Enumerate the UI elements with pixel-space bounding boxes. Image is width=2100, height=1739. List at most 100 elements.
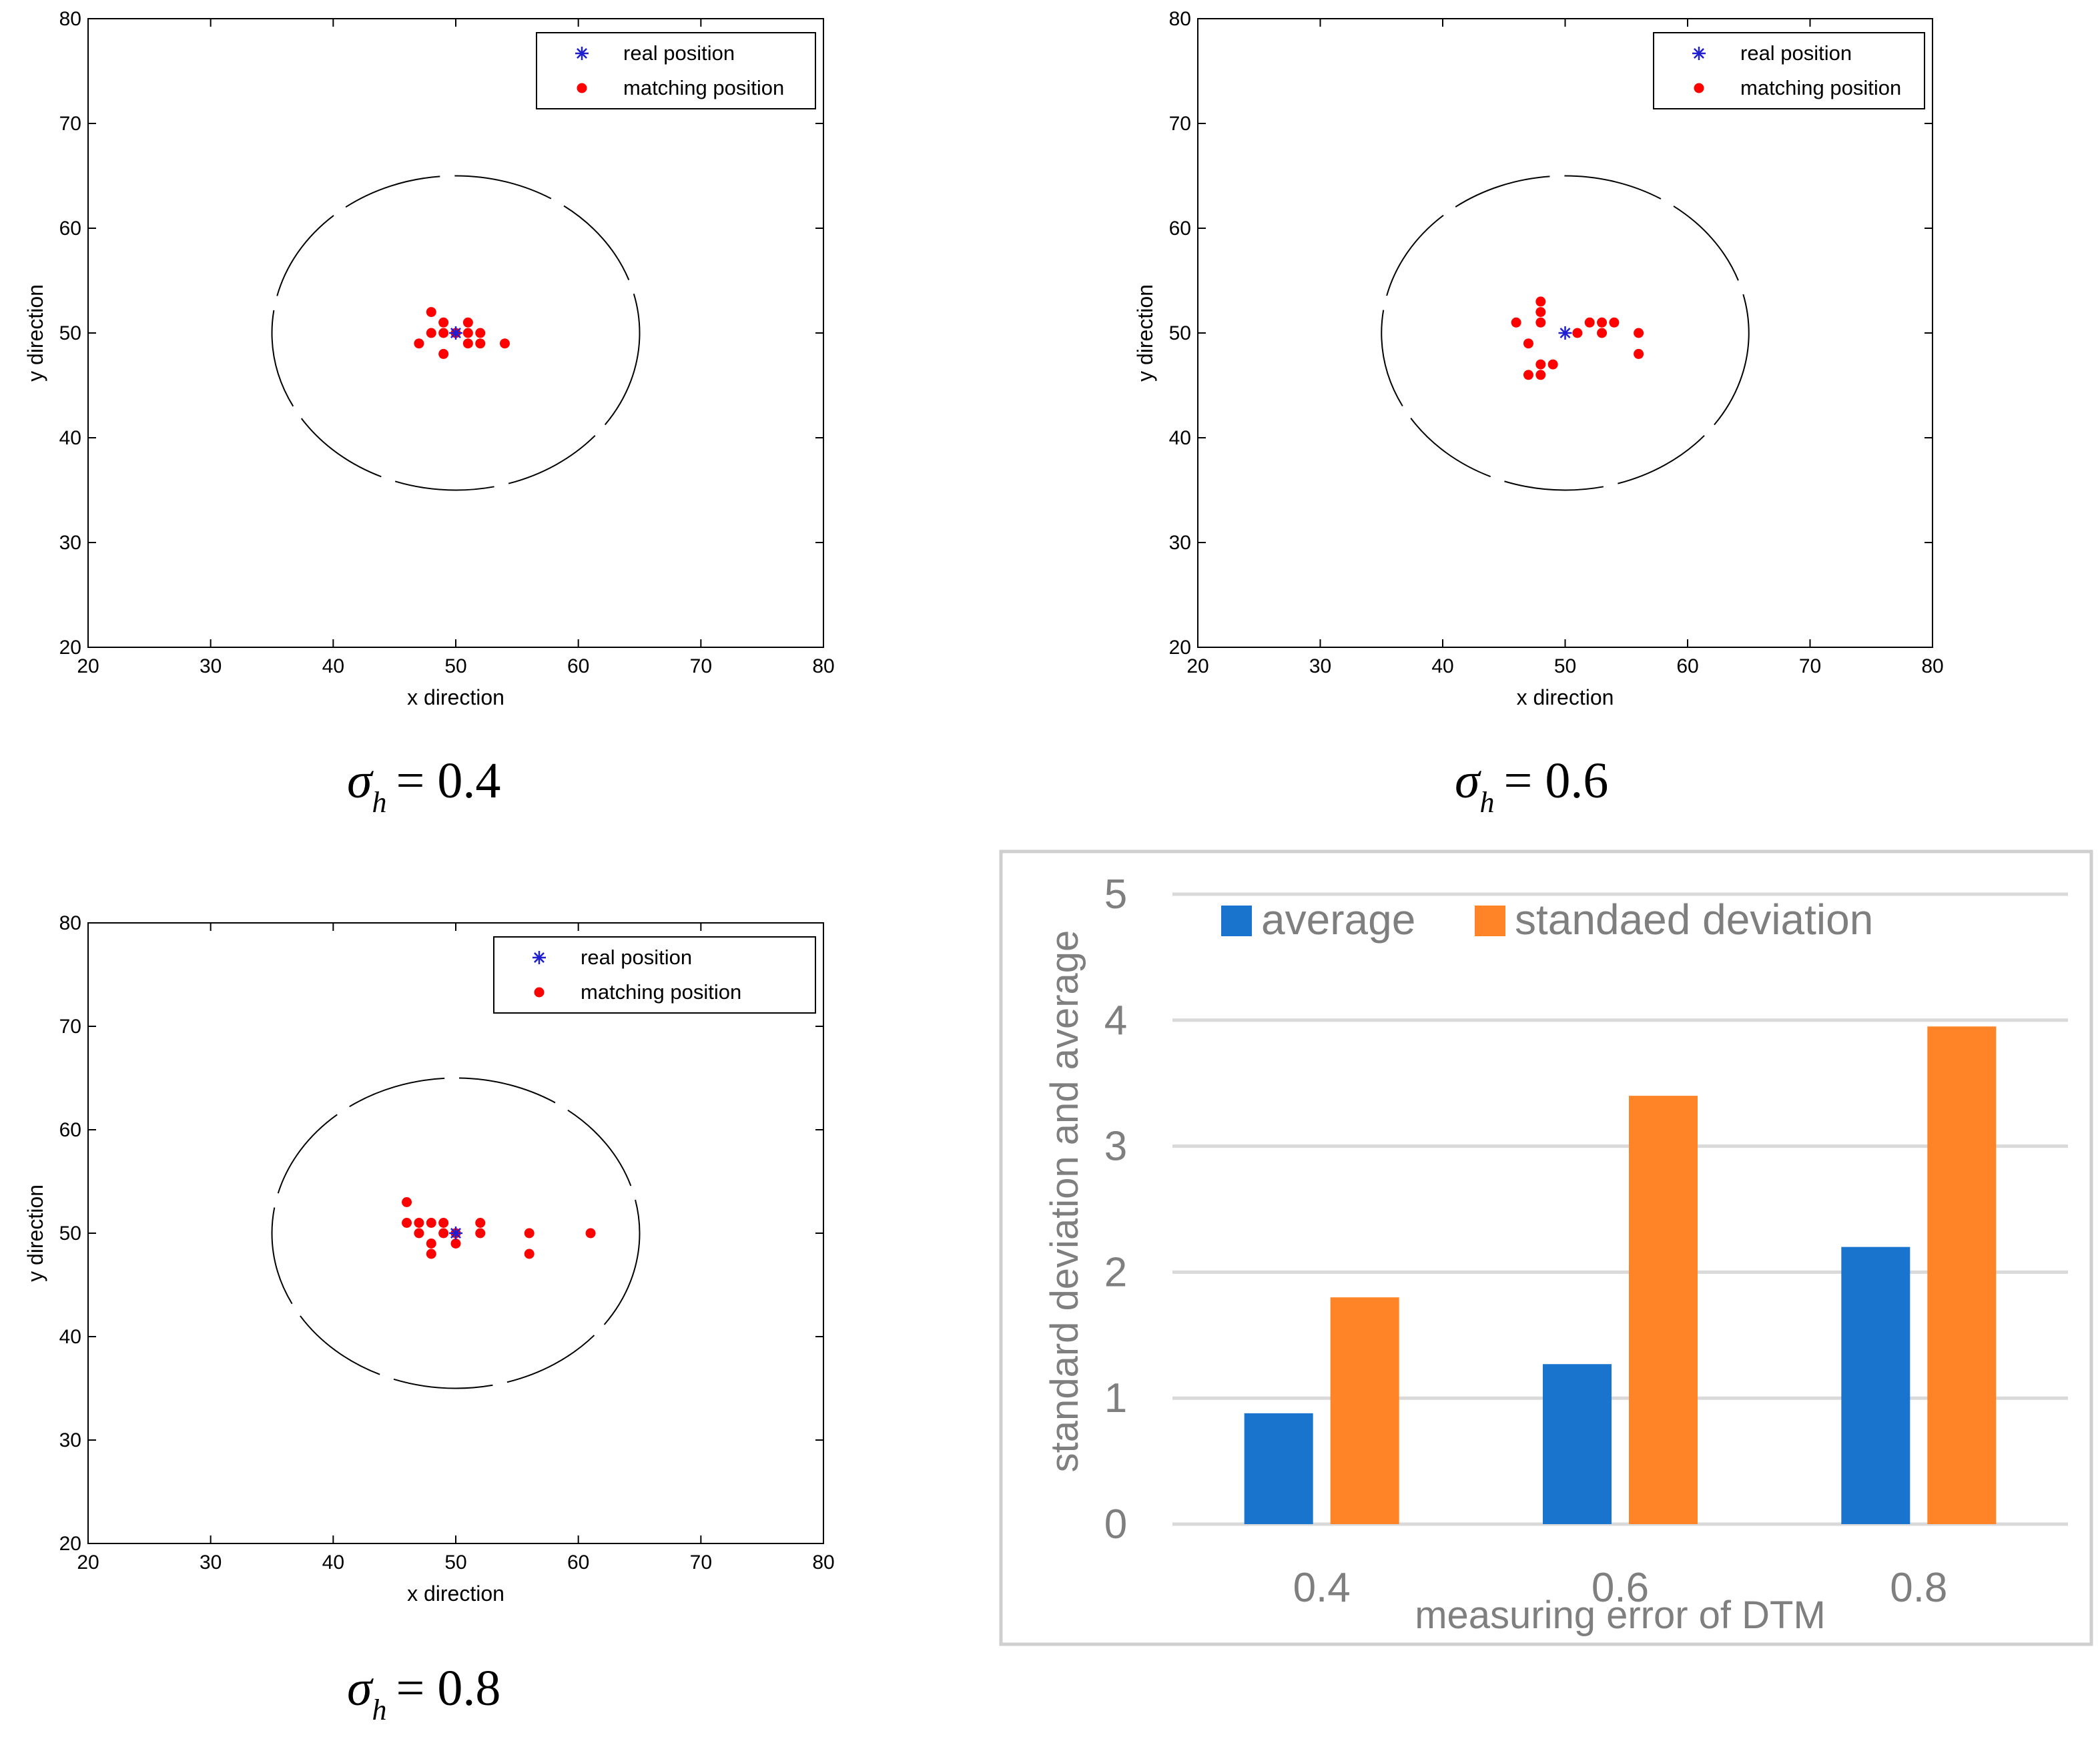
x-axis-label: x direction [407, 685, 504, 709]
y-tick-label: 0 [1104, 1501, 1127, 1547]
x-tick-label: 70 [1799, 655, 1821, 677]
y-tick-label: 60 [59, 1119, 81, 1141]
matching-point [462, 328, 473, 338]
x-tick-label: 50 [1554, 655, 1576, 677]
x-tick-label: 80 [812, 1551, 834, 1574]
x-tick-label: 70 [690, 1551, 712, 1574]
x-tick-label: 50 [444, 1551, 466, 1574]
matching-point [1572, 328, 1583, 338]
y-axis-label: y direction [1133, 284, 1157, 382]
real-position-marker [1558, 326, 1572, 340]
bar-average [1841, 1247, 1910, 1524]
scatter-panel-3: 20 30 40 50 60 70 80 20 30 40 50 60 70 80 x direction y… [23, 912, 835, 1726]
y-tick-label: 70 [1169, 113, 1191, 135]
x-tick-label: 30 [200, 655, 222, 677]
matching-point [426, 328, 436, 338]
matching-point [1597, 328, 1608, 338]
caption-value: = 0.6 [1503, 753, 1608, 809]
matching-point [462, 338, 473, 349]
matching-point [402, 1218, 412, 1228]
y-tick-label: 50 [1169, 322, 1191, 344]
matching-point [1535, 359, 1546, 370]
matching-point [462, 317, 473, 328]
scatter-panel-2: 20 30 40 50 60 70 80 20 30 40 50 60 70 80 x direction y… [1133, 8, 1944, 819]
real-position-marker-stroke [450, 328, 461, 338]
legend-matching-icon [577, 83, 587, 93]
x-tick-label: 70 [690, 655, 712, 677]
y-tick-label: 1 [1104, 1375, 1127, 1421]
y-tick-label: 3 [1104, 1124, 1127, 1170]
legend: real position matching position [493, 936, 816, 1014]
y-tick-label: 40 [1169, 427, 1191, 449]
matching-point [1535, 296, 1546, 307]
bar-average [1543, 1364, 1612, 1524]
y-tick-label: 30 [59, 1429, 81, 1451]
x-axis-label: x direction [1517, 685, 1614, 709]
bar-average [1244, 1413, 1313, 1524]
matching-point [1634, 328, 1644, 338]
x-tick-label: 40 [322, 1551, 344, 1574]
matching-point [475, 328, 486, 338]
matching-point [1535, 307, 1546, 318]
y-tick-label: 70 [59, 113, 81, 135]
matching-point [524, 1228, 535, 1239]
y-tick-label: 40 [59, 1326, 81, 1348]
real-position-marker-stroke [1559, 328, 1571, 338]
legend: average standaed deviation [1221, 896, 1873, 944]
legend-real-icon-stroke [1694, 48, 1704, 59]
legend: real position matching position [536, 32, 816, 109]
matching-point [1523, 370, 1533, 380]
x-axis-label: x direction [407, 1582, 504, 1606]
matching-point [524, 1249, 535, 1259]
x-tick-label: 0.6 [1592, 1565, 1649, 1611]
x-tick-label: 60 [567, 655, 589, 677]
legend-matching-label: matching position [581, 980, 741, 1004]
matching-point [1535, 370, 1546, 380]
legend-std-label: standaed deviation [1515, 896, 1873, 944]
boundary-circle [1381, 175, 1750, 491]
legend-matching-icon [1694, 83, 1704, 93]
matching-point [475, 338, 486, 349]
y-tick-label: 30 [1169, 532, 1191, 554]
x-tick-label: 20 [77, 655, 99, 677]
y-tick-label: 50 [59, 1223, 81, 1245]
y-tick-label: 40 [59, 427, 81, 449]
legend: real position matching position [1653, 32, 1925, 109]
x-tick-label: 40 [322, 655, 344, 677]
matching-point [1511, 317, 1521, 328]
x-tick-label: 50 [444, 655, 466, 677]
y-tick-label: 30 [59, 532, 81, 554]
bar-std-deviation [1629, 1096, 1698, 1524]
y-tick-label: 80 [1169, 8, 1191, 30]
matching-point [438, 328, 449, 338]
bar-chart-panel: 0 1 2 3 4 5 0.4 0.6 0.8 measuring error of DTM sta… [999, 849, 2093, 1646]
legend-average-label: average [1261, 896, 1415, 944]
boundary-circle [271, 175, 641, 491]
legend-real-label: real position [581, 946, 692, 969]
x-tick-label: 20 [77, 1551, 99, 1574]
caption-subscript: h [1479, 786, 1494, 819]
caption-sigma: σ [1455, 753, 1481, 809]
y-tick-label: 80 [59, 912, 81, 934]
x-tick-label: 30 [200, 1551, 222, 1574]
matching-point [475, 1218, 486, 1228]
legend-real-label: real position [1740, 41, 1852, 65]
legend-real-icon [533, 951, 546, 964]
matching-point [438, 1228, 449, 1239]
legend-matching-label: matching position [623, 76, 784, 99]
real-position-marker [449, 1227, 462, 1240]
matching-point [1535, 317, 1546, 328]
y-tick-label: 20 [59, 1533, 81, 1555]
y-tick-label: 60 [59, 218, 81, 240]
legend-matching-icon [534, 987, 545, 998]
y-tick-label: 4 [1104, 998, 1127, 1044]
matching-point [414, 1228, 424, 1239]
boundary-circle [271, 1077, 641, 1389]
y-axis-label: y direction [23, 284, 47, 382]
matching-point [1523, 338, 1533, 349]
matching-point [426, 1239, 436, 1249]
x-tick-label: 30 [1309, 655, 1331, 677]
matching-point [426, 1249, 436, 1259]
x-tick-label: 80 [1921, 655, 1943, 677]
caption-sigma: σ [347, 753, 374, 809]
